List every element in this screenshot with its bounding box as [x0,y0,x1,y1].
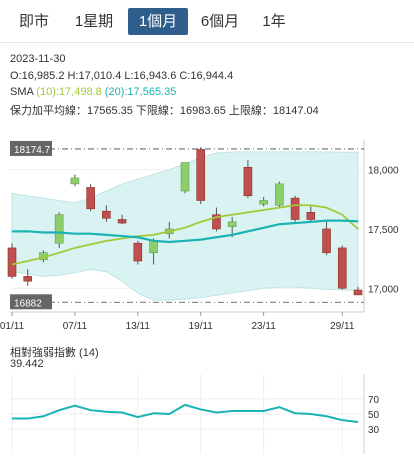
x-tick-label: 01/11 [0,321,25,332]
sma20-line [12,219,359,244]
sma-label: SMA [10,86,34,98]
tab-1-year[interactable]: 1年 [262,13,286,30]
price-chart[interactable]: 18,000 17,500 17,000 18174.7 16882 01/11 07/11… [0,136,414,336]
rsi-line [12,403,359,424]
rsi-chart[interactable]: 70 50 30 [0,374,414,454]
candle-up [227,221,237,227]
x-tick-label: 19/11 [189,321,214,332]
rsi-tick-label: 70 [368,395,380,406]
upper-marker-label: 18174.7 [14,145,51,156]
tab-1-week[interactable]: 1星期 [74,13,114,30]
y-tick-label: 17,500 [368,225,399,236]
rsi-tick-label: 30 [368,425,380,436]
tab-realtime[interactable]: 即市 [18,13,49,30]
candle-down [117,219,127,224]
x-tick-label: 29/11 [330,321,355,332]
candle-down [102,210,111,219]
candle-down [212,214,221,230]
candle-down [353,289,363,296]
candle-down [322,228,331,253]
bollinger-legend: 保力加平均線：17565.35 下限線：16983.65 上限線：18147.0… [10,105,319,117]
candle-up [180,162,190,192]
candle-down [290,197,300,220]
candle-up [149,240,158,253]
candle-down [337,247,347,289]
rsi-tick-label: 50 [368,410,380,421]
sma10-value: (10):17,498.8 [36,86,102,98]
ohlc-values: O:16,985.2 H:17,010.4 L:16,943.6 C:16,94… [10,70,234,82]
sma10-line [11,204,359,266]
rsi-title: 相對強弱指數 (14) [10,347,99,359]
lower-marker-label: 16882 [14,298,42,309]
quote-date: 2023-11-30 [10,53,66,65]
candle-up [70,177,80,185]
tabs-divider [0,42,414,43]
candle-down [23,276,33,282]
tab-6-months[interactable]: 6個月 [200,13,240,30]
timeframe-tabs: 即市 1星期 1個月 6個月 1年 [0,0,414,42]
y-tick-label: 18,000 [368,166,399,177]
sma20-value: (20):17,565.35 [104,86,177,98]
candle-down [133,242,143,262]
candle-up [259,200,268,205]
rsi-value: 39.442 [10,358,44,370]
candle-up [54,214,64,244]
candle-down [243,166,253,197]
x-tick-label: 13/11 [126,321,151,332]
x-tick-label: 07/11 [63,321,88,332]
x-tick-label: 23/11 [251,321,276,332]
candle-down [86,187,95,210]
upper-marker-box [10,140,52,156]
candle-down [196,149,206,201]
tab-1-month[interactable]: 1個月 [128,8,188,35]
y-tick-label: 17,000 [368,284,399,295]
lower-marker-box [10,294,52,310]
candle-up [275,183,284,206]
candle-down [7,247,17,277]
sma-legend: SMA (10):17,498.8 (20):17,565.35 [10,86,176,98]
candle-down [306,212,316,220]
